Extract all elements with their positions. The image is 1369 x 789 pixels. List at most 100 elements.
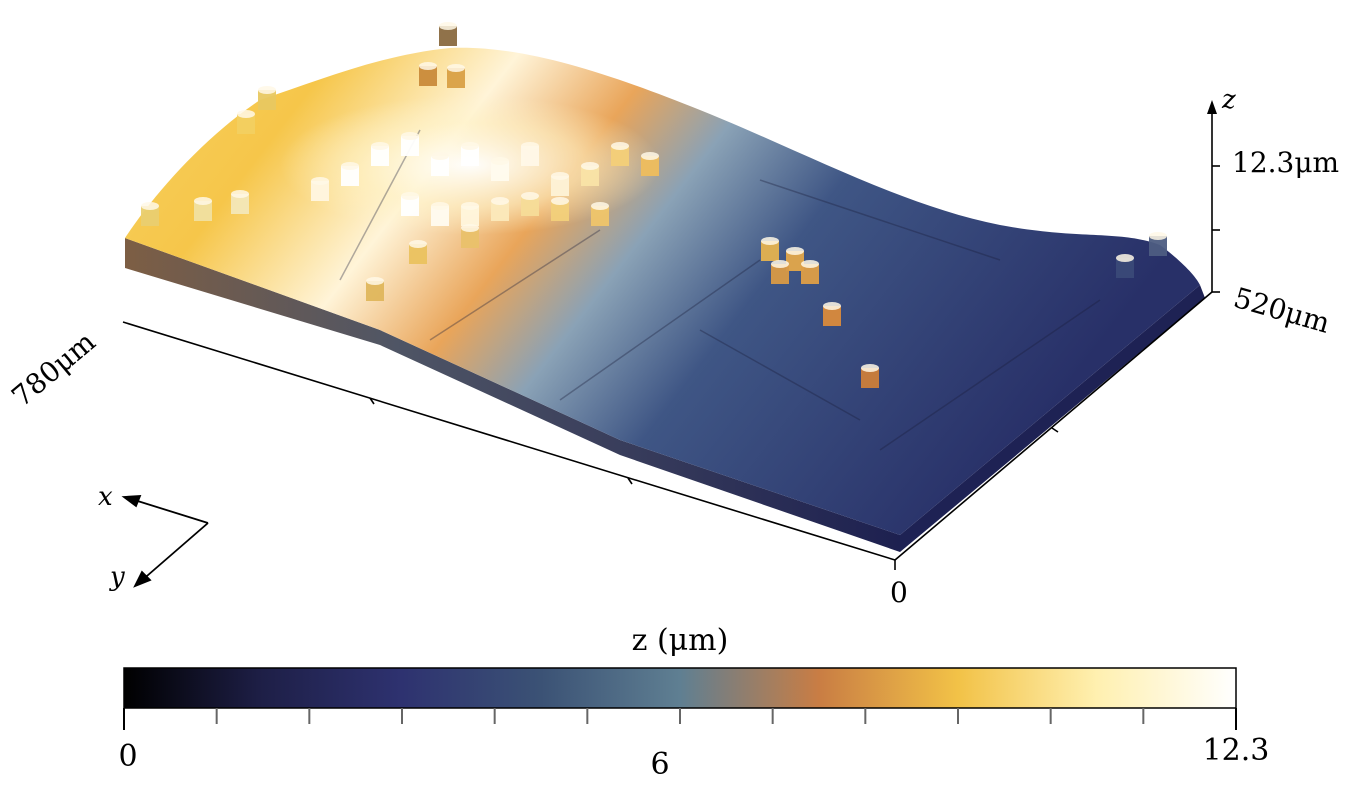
surface-pillar-top <box>461 142 479 150</box>
surface-pillar <box>823 306 841 326</box>
colorbar-title: z (μm) <box>632 623 729 658</box>
surface-pillar-top <box>786 247 804 255</box>
surface-pillar-top <box>311 177 329 185</box>
surface-pillar-top <box>419 62 437 70</box>
surface-pillar-top <box>366 277 384 285</box>
surface-pillar <box>591 206 609 226</box>
surface-pillar-top <box>1149 232 1167 240</box>
x-extent-axis-tick-mid2 <box>627 477 633 485</box>
surface-pillar-top <box>258 86 276 94</box>
orientation-y-label: y <box>109 562 125 592</box>
surface-pillar <box>431 206 449 226</box>
axes <box>122 108 1220 570</box>
surface-pillar <box>439 26 457 46</box>
z-max-label: 12.3μm <box>1232 146 1339 179</box>
origin-label: 0 <box>890 576 908 609</box>
surface-pillar-top <box>641 152 659 160</box>
surface-pillar <box>1149 236 1167 256</box>
surface-pillar <box>861 368 879 388</box>
surface <box>125 22 1205 552</box>
x-extent-label: 780μm <box>5 325 101 413</box>
surface-pillar <box>761 241 779 261</box>
surface-pillar-top <box>491 157 509 165</box>
colorbar-gradient <box>123 667 1237 709</box>
surface-pillar <box>491 201 509 221</box>
colorbar-ticks <box>123 708 1237 730</box>
surface-pillar-top <box>141 202 159 210</box>
surface-pillar <box>461 206 479 226</box>
surface-pillars <box>141 22 1167 388</box>
surface-pillar <box>401 196 419 216</box>
surface-pillar <box>491 161 509 181</box>
surface-front-wall <box>125 238 900 552</box>
colorbar: z (μm) 0 6 12.3 <box>118 623 1269 782</box>
surface-pillar <box>641 156 659 176</box>
surface-pillar-top <box>1116 254 1134 262</box>
surface-pillar-top <box>771 260 789 268</box>
orientation-y-arrow <box>139 522 209 583</box>
surface-pillar-top <box>801 260 819 268</box>
z-axis-label: z <box>1221 85 1236 115</box>
surface-pillar-top <box>431 152 449 160</box>
surface-right-wall <box>900 285 1205 552</box>
surface-pillar <box>371 146 389 166</box>
surface-pillar <box>461 228 479 248</box>
surface-pillar <box>801 264 819 284</box>
surface-pillar-top <box>551 197 569 205</box>
surface-pillar <box>521 146 539 166</box>
surface-pillar-top <box>409 240 427 248</box>
colorbar-mid-label: 6 <box>650 747 669 782</box>
surface-pillar <box>258 90 276 110</box>
surface-pillar <box>409 244 427 264</box>
surface-pillar <box>237 114 255 134</box>
surface-pillar-top <box>761 237 779 245</box>
x-extent-axis-line <box>122 321 896 561</box>
surface-pillar <box>341 166 359 186</box>
surface-pillar <box>311 181 329 201</box>
surface-pillar-top <box>447 64 465 72</box>
y-extent-label: 520μm <box>1230 281 1333 340</box>
surface-pillar <box>771 264 789 284</box>
surface-pillar <box>431 156 449 176</box>
orientation-x-arrow <box>127 497 209 524</box>
surface-pillar-top <box>591 202 609 210</box>
surface-pillar-top <box>461 224 479 232</box>
surface-pillar-top <box>581 162 599 170</box>
surface-pillar <box>551 201 569 221</box>
surface-pillar <box>611 146 629 166</box>
surface-pillar <box>521 196 539 216</box>
surface-pillar-top <box>371 142 389 150</box>
colorbar-max-label: 12.3 <box>1203 733 1270 768</box>
surface-pillar-top <box>401 132 419 140</box>
surface-pillar-top <box>401 192 419 200</box>
surface-pillar <box>401 136 419 156</box>
surface-pillar <box>366 281 384 301</box>
surface-pillar-top <box>194 197 212 205</box>
orientation-x-label: x <box>98 482 113 512</box>
surface-pillar <box>194 201 212 221</box>
z-axis-arrowhead <box>1207 100 1217 114</box>
surface-pillar-top <box>231 190 249 198</box>
surface-pillar <box>461 146 479 166</box>
surface-pillar-top <box>823 302 841 310</box>
surface-pillar <box>581 166 599 186</box>
orientation-x-arrowhead <box>121 495 142 508</box>
surface-pillar <box>786 251 804 271</box>
surface-pillar-top <box>491 197 509 205</box>
surface-pillar-top <box>431 202 449 210</box>
surface-pillar <box>141 206 159 226</box>
surface-pillar <box>1116 258 1134 278</box>
surface-pillar <box>447 68 465 88</box>
y-extent-axis-tick-mid <box>1051 427 1059 433</box>
y-extent-axis-line <box>894 291 1213 561</box>
orientation-indicator <box>121 495 209 588</box>
colorbar-min-label: 0 <box>118 739 137 774</box>
surface-pillar <box>551 176 569 196</box>
surface-pillar-top <box>861 364 879 372</box>
x-extent-axis-tick-mid1 <box>369 397 375 405</box>
surface-pillar-top <box>237 110 255 118</box>
surface-pillar-top <box>551 172 569 180</box>
orientation-y-arrowhead <box>133 570 152 588</box>
surface-pillar <box>419 66 437 86</box>
